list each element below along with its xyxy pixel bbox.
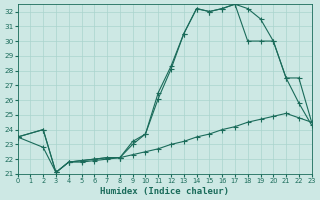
X-axis label: Humidex (Indice chaleur): Humidex (Indice chaleur) — [100, 187, 229, 196]
